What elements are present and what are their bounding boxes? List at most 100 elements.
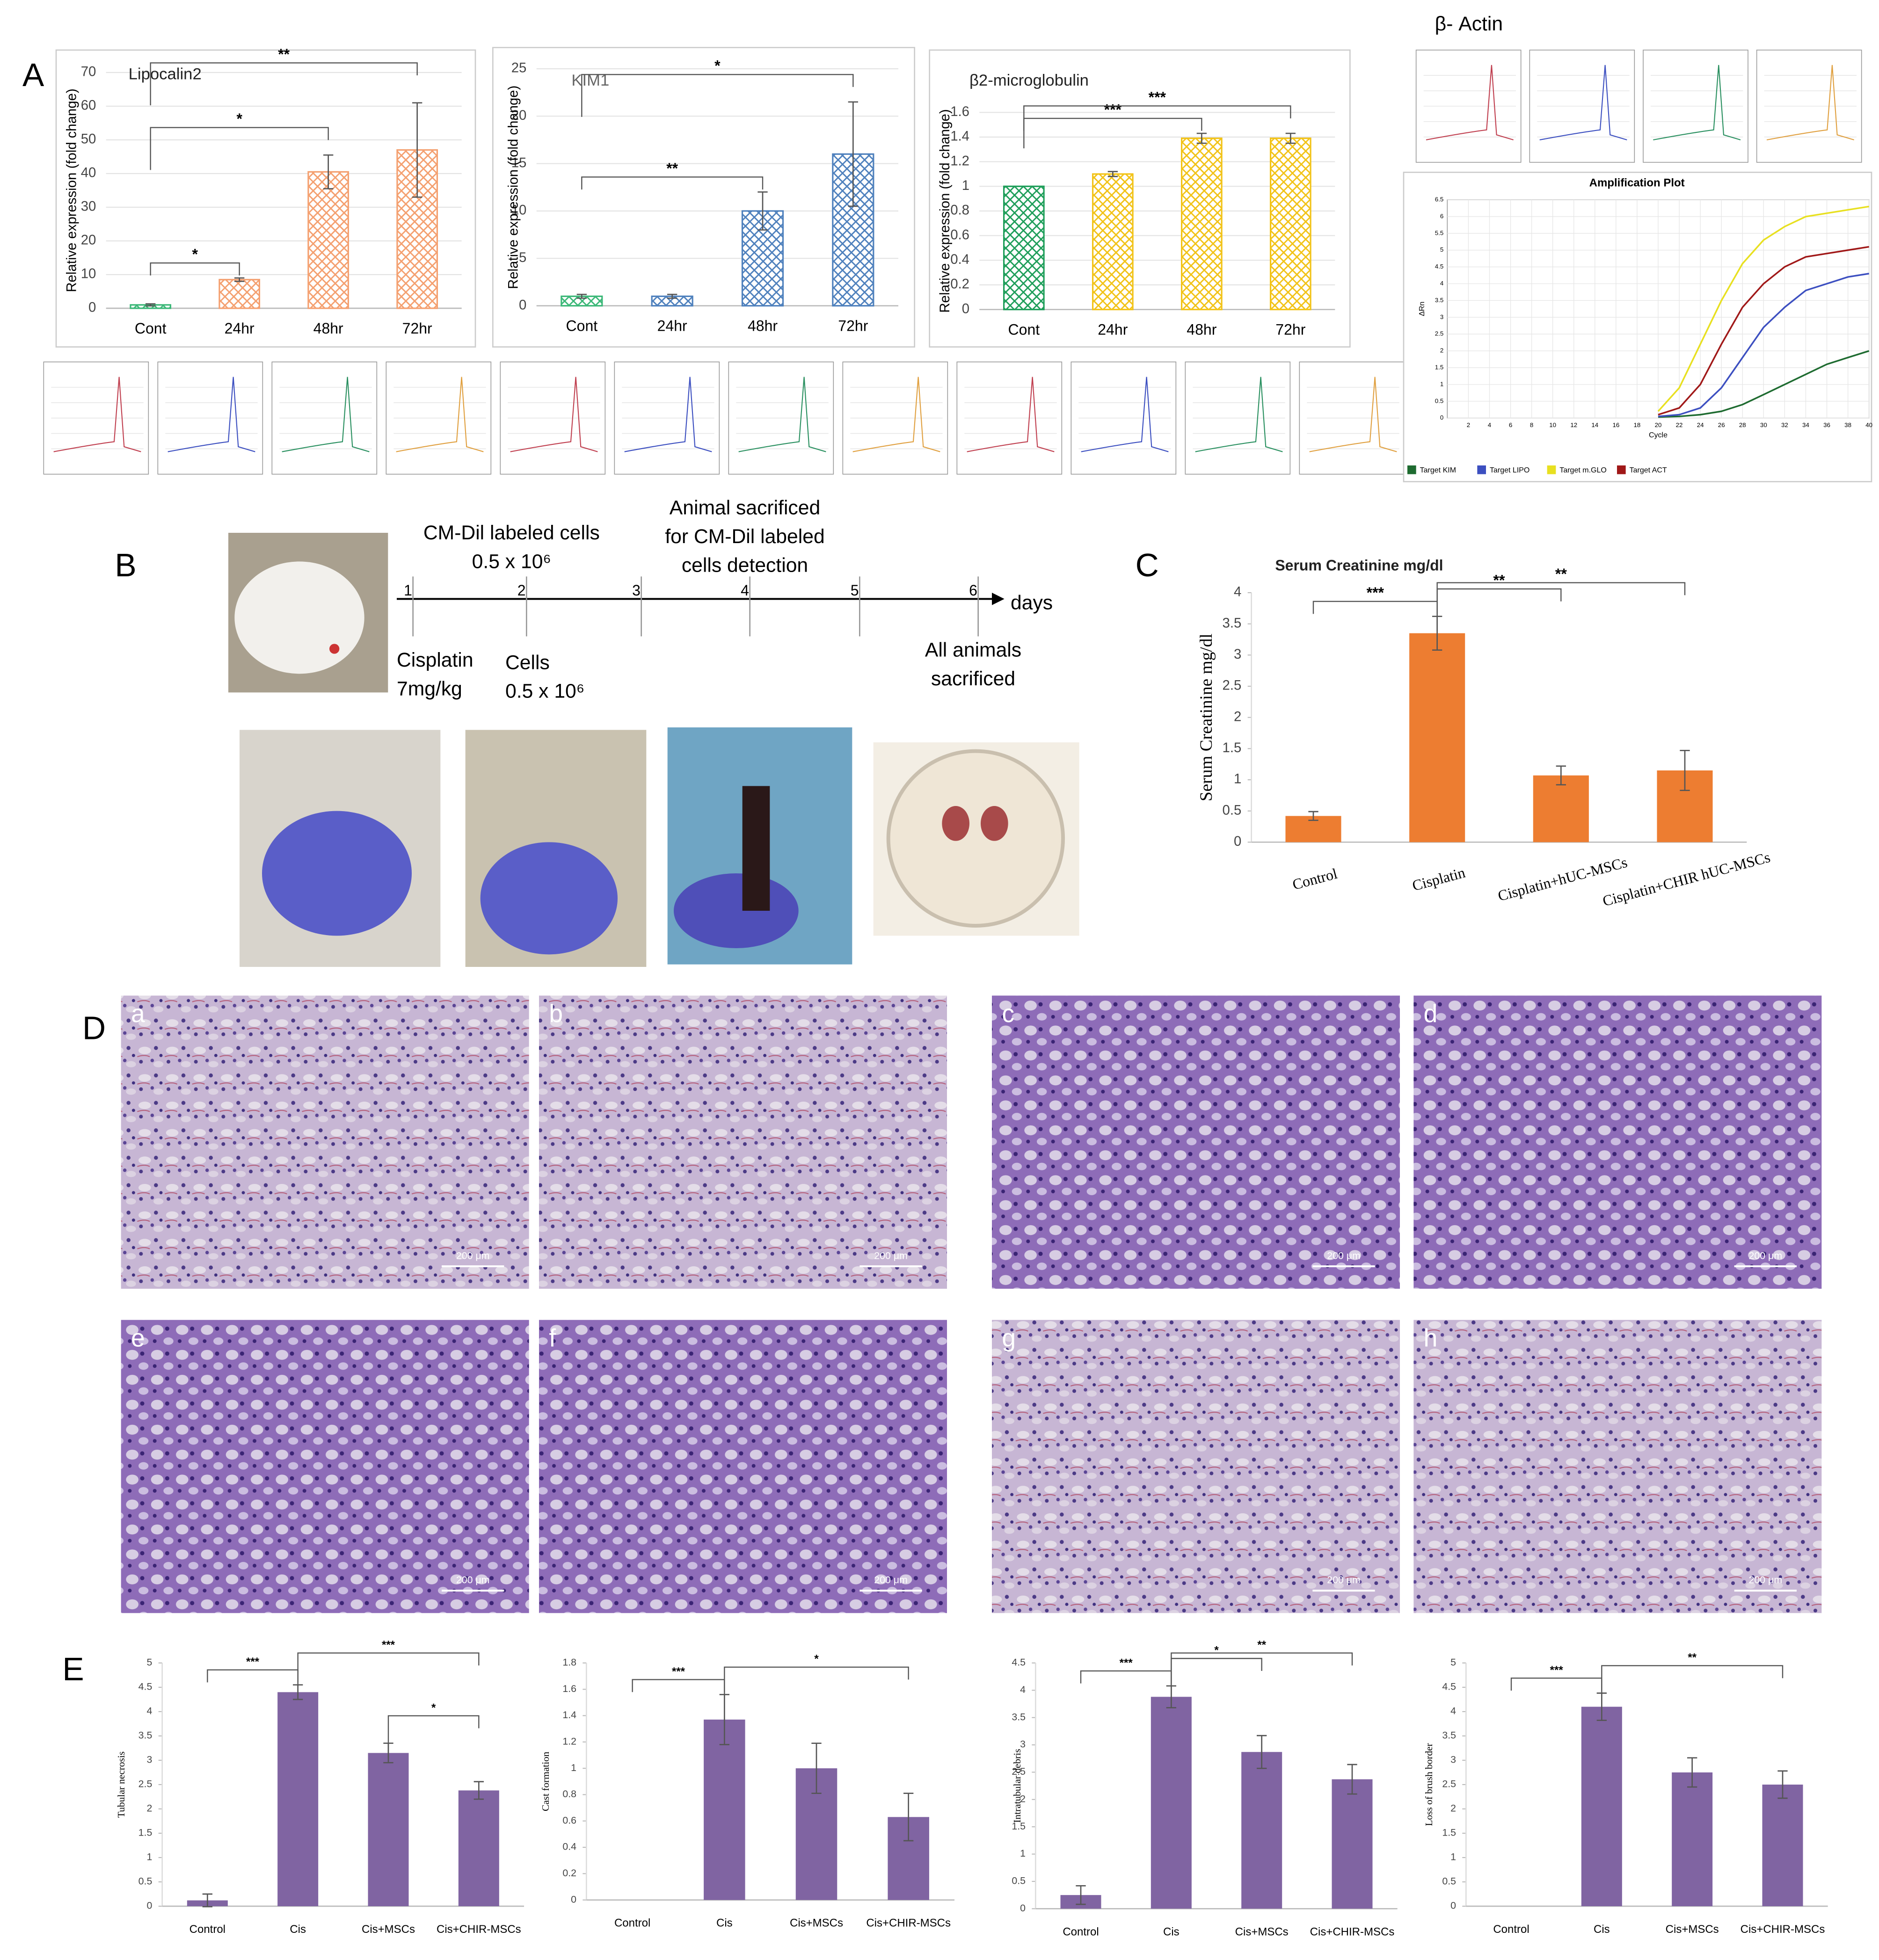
error-bar [1556,765,1566,785]
significance-bracket [1023,105,1291,149]
melt-curve [1653,65,1741,141]
x-tick-label: 48hr [748,317,778,334]
significance-label: * [714,58,721,74]
kidney [942,806,969,841]
y-tick-label: 1.6 [562,1683,576,1694]
y-tick-label: 6.5 [1435,196,1444,203]
significance-label: *** [246,1655,260,1668]
timeline-note: cells detection [682,554,808,576]
histology-image [992,995,1400,1289]
y-tick-label: 0.5 [1435,397,1444,404]
y-axis-label: Relative expression (fold change) [505,86,521,289]
y-tick-label: 2.5 [1442,1779,1456,1790]
histology-label: a [131,1000,145,1028]
error-bar [1076,1885,1086,1905]
x-tick-label: 12 [1570,421,1577,428]
y-tick-label: 20 [81,232,96,248]
melt-curve [396,377,484,452]
amplification-curve [1658,273,1869,417]
histology-image [121,995,529,1289]
y-axis-label: Serum Creatinine mg/dl [1197,633,1216,801]
significance-label: *** [1367,584,1384,601]
melt-curve [1539,65,1627,141]
kidney [981,806,1008,841]
panel-label: E [62,1651,84,1687]
histology-label: h [1424,1324,1438,1352]
error-bar [1285,132,1296,144]
histology-image [992,1320,1400,1613]
x-tick-label: 20 [1655,421,1662,428]
bar [277,1692,319,1906]
y-tick-label: 1.5 [138,1827,153,1838]
y-tick-label: 4 [1020,1684,1026,1695]
scale-bar-label: 200 μm [456,1575,490,1586]
y-tick-label: 1 [571,1762,576,1773]
y-tick-label: 20 [511,108,527,123]
y-tick-label: 50 [81,131,96,147]
bar [704,1720,745,1900]
y-tick-label: 0.6 [950,227,969,242]
glove [262,811,412,936]
significance-bracket [207,1669,299,1683]
y-tick-label: 3 [146,1754,152,1765]
y-tick-label: 1 [1450,1851,1456,1863]
error-bar [667,294,677,299]
y-tick-label: 1.5 [1223,740,1242,755]
y-tick-label: 0 [1234,834,1241,849]
x-tick-label: 4 [1488,421,1492,428]
y-tick-label: 4.5 [138,1681,153,1692]
day-label: 1 [404,582,412,599]
x-tick-label: Cis+MSCs [1666,1923,1719,1936]
bar [368,1753,409,1906]
significance-bracket [1436,582,1686,625]
y-tick-label: 0 [962,301,969,316]
error-bar [848,101,858,207]
y-tick-label: 1.2 [950,153,969,168]
y-tick-label: 1 [1234,771,1241,787]
legend-label: Target KIM [1420,466,1456,474]
legend-swatch [1477,465,1486,474]
significance-label: * [1214,1644,1219,1657]
y-tick-label: 2 [1020,1793,1026,1804]
melt-curve [1766,65,1854,141]
y-tick-label: 10 [511,203,527,218]
histology-label: g [1002,1324,1016,1352]
timeline-note: sacrificed [931,668,1015,690]
y-tick-label: 10 [81,266,96,282]
x-tick-label: 24 [1697,421,1704,428]
significance-label: *** [1120,1656,1133,1669]
y-tick-label: 1 [1440,380,1443,387]
bar [458,1790,499,1906]
y-axis-label: Relative expression (fold change) [937,109,953,312]
x-tick-label: 72hr [1275,321,1305,338]
x-tick-label: 22 [1676,421,1683,428]
y-tick-label: 0 [1440,414,1443,421]
x-tick-label: 38 [1844,421,1851,428]
scale-bar-label: 200 μm [874,1250,908,1261]
timeline-unit: days [1011,591,1053,614]
significance-bracket [1601,1665,1784,1708]
legend-label: Target LIPO [1490,466,1529,474]
y-tick-label: 3 [1450,1754,1456,1765]
melt-curve [738,377,826,452]
x-tick-label: 32 [1781,421,1788,428]
histology-label: d [1424,1000,1438,1028]
significance-bracket [1171,1652,1353,1696]
scale-bar-label: 200 μm [1327,1575,1361,1586]
y-tick-label: 3.5 [1442,1730,1456,1741]
melt-curve [282,377,370,452]
y-tick-label: 5 [1450,1657,1456,1668]
bar [1581,1706,1622,1906]
bar [1332,1779,1373,1909]
histology-label: f [549,1324,556,1352]
timeline-note: Cisplatin [397,649,473,671]
y-tick-label: 0 [1450,1900,1456,1911]
histology-image [539,1320,947,1613]
y-tick-label: 0.5 [1012,1875,1026,1887]
y-tick-label: 4 [1450,1706,1456,1717]
melt-curve [1426,65,1514,141]
chart-title: Serum Creatinine mg/dl [1275,557,1443,573]
day-label: 6 [969,582,977,599]
y-tick-label: 2 [1450,1803,1456,1814]
